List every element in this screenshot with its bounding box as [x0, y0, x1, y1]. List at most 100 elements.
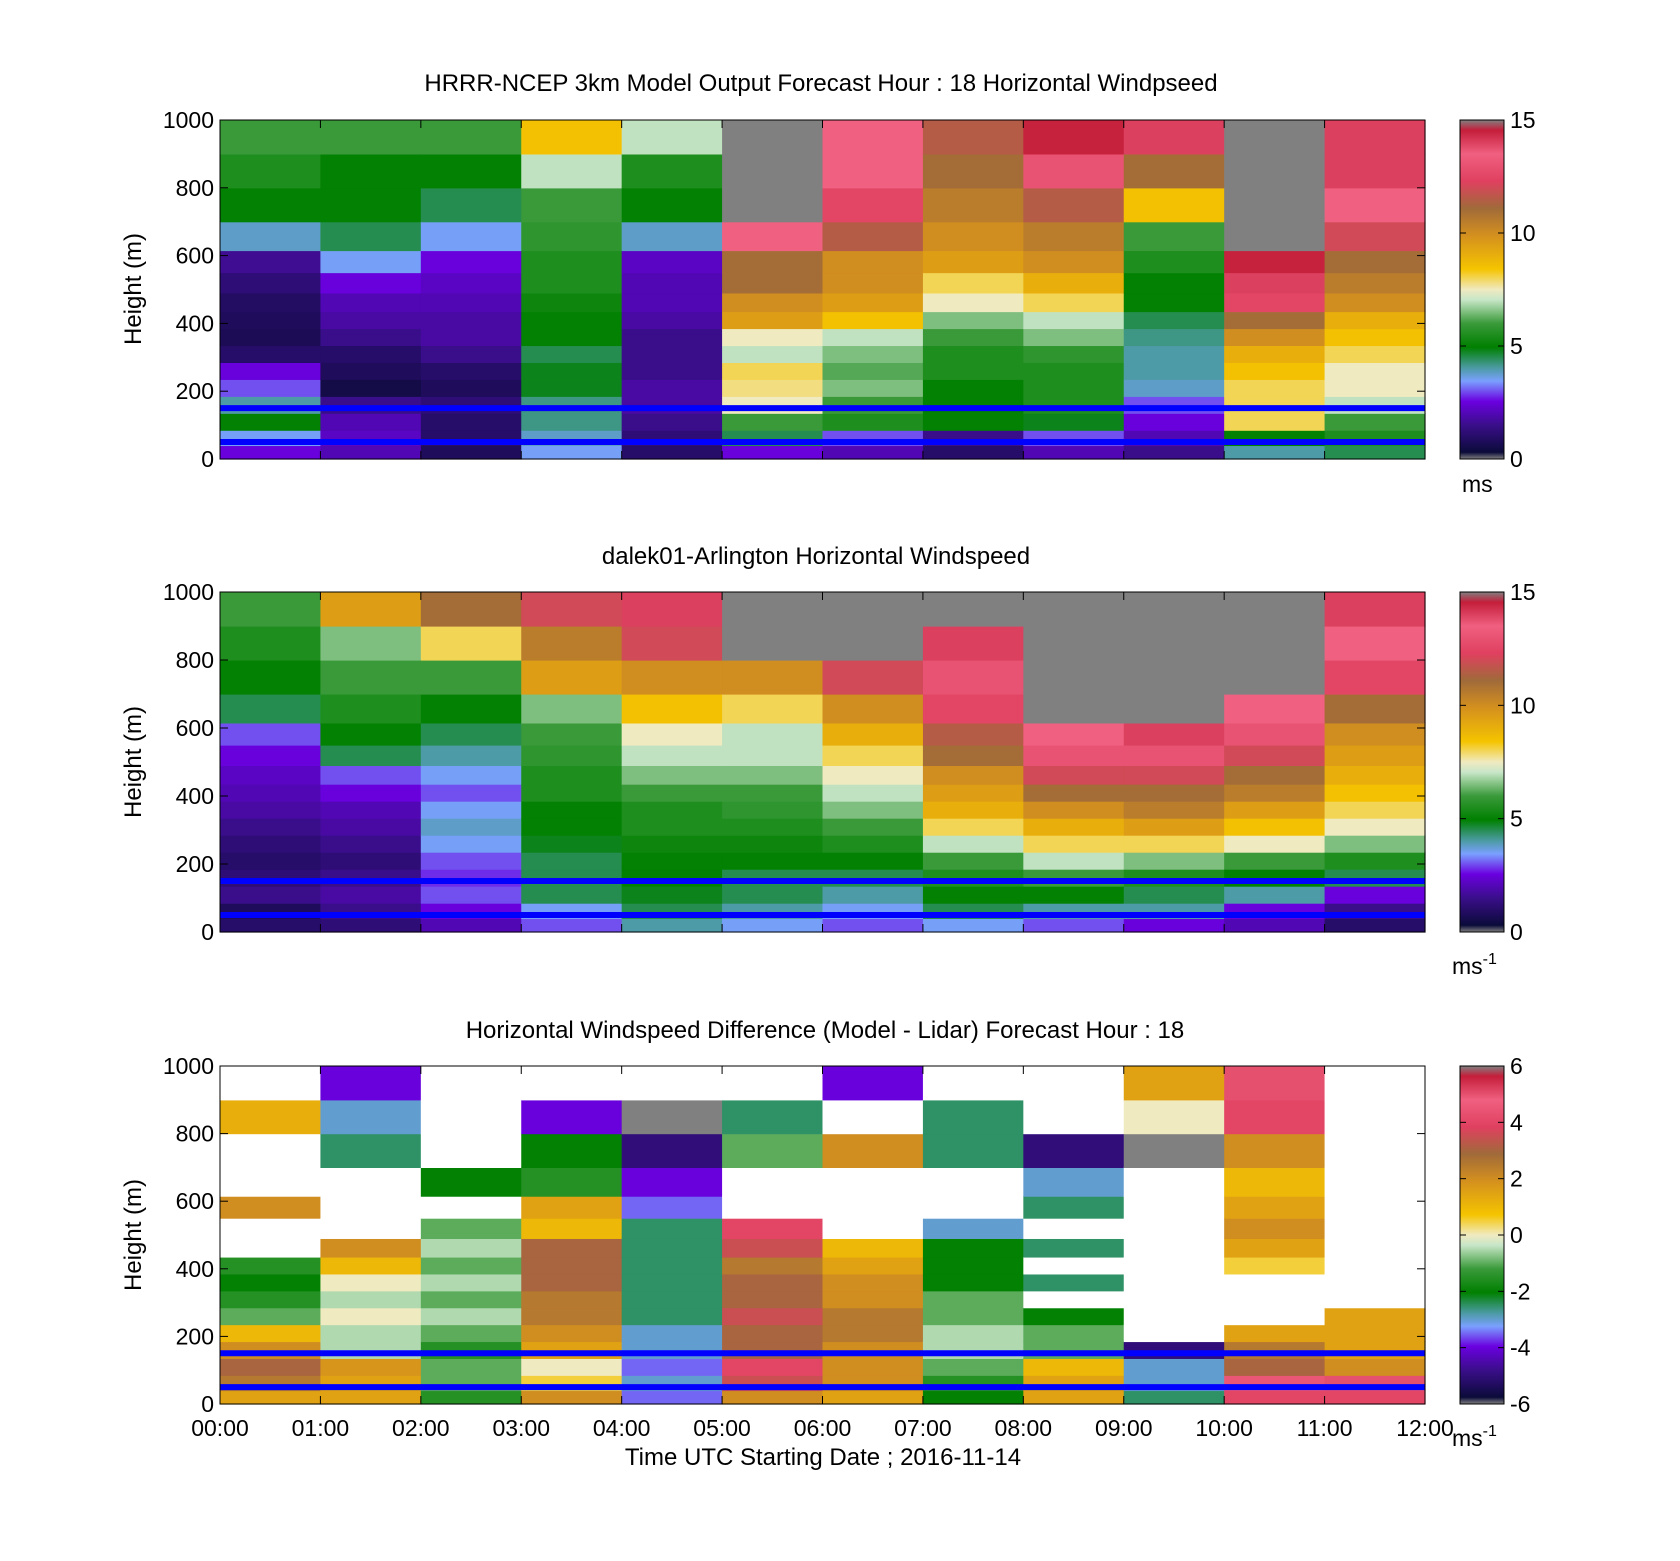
heatmap-cell: [521, 345, 623, 363]
heatmap-cell: [621, 1167, 723, 1197]
heatmap-cell: [320, 818, 422, 836]
heatmap-cell: [1023, 835, 1125, 853]
heatmap-cell: [521, 1218, 623, 1239]
heatmap-cell: [420, 345, 522, 363]
heatmap-cell: [320, 250, 422, 274]
heatmap-cell: [1324, 745, 1426, 766]
heatmap-cell: [1224, 187, 1326, 223]
heatmap-cell: [822, 1341, 924, 1359]
panel-1-unit-base: ms: [1462, 471, 1493, 497]
panel-1-heatmap: [220, 120, 1426, 460]
heatmap-cell: [1224, 396, 1326, 414]
heatmap-cell: [1324, 765, 1426, 785]
colorbar-tick-label: 15: [1510, 579, 1536, 605]
heatmap-cell: [722, 745, 824, 766]
heatmap-cell: [1224, 153, 1326, 189]
heatmap-cell: [1023, 869, 1125, 887]
heatmap-cell: [1224, 1307, 1326, 1326]
heatmap-cell: [621, 120, 723, 155]
heatmap-cell: [1023, 745, 1125, 766]
heatmap-cell: [922, 362, 1024, 380]
heatmap-cell: [420, 626, 522, 661]
heatmap-cell: [1224, 818, 1326, 836]
heatmap-cell: [320, 784, 422, 802]
heatmap-cell: [420, 1133, 522, 1168]
heatmap-cell: [722, 153, 824, 189]
heatmap-cell: [1023, 1167, 1125, 1197]
heatmap-cell: [922, 835, 1024, 853]
heatmap-cell: [1123, 765, 1225, 785]
heatmap-cell: [320, 362, 422, 380]
heatmap-cell: [220, 784, 322, 802]
heatmap-cell: [1123, 413, 1225, 431]
heatmap-cell: [220, 1196, 322, 1219]
heatmap-cell: [420, 852, 522, 870]
heatmap-cell: [1224, 765, 1326, 785]
heatmap-cell: [320, 187, 422, 223]
heatmap-cell: [621, 1358, 723, 1376]
heatmap-cell: [722, 379, 824, 397]
heatmap-cell: [822, 1133, 924, 1168]
heatmap-cell: [521, 221, 623, 252]
heatmap-cell: [1123, 801, 1225, 819]
heatmap-cell: [822, 379, 924, 397]
heatmap-cell: [1224, 362, 1326, 380]
heatmap-cell: [1023, 1256, 1125, 1275]
heatmap-cell: [822, 445, 924, 460]
heatmap-cell: [1324, 1290, 1426, 1309]
heatmap-cell: [1324, 869, 1426, 887]
heatmap-cell: [621, 311, 723, 330]
heatmap-cell: [320, 1390, 422, 1405]
heatmap-cell: [1324, 362, 1426, 380]
heatmap-cell: [1324, 626, 1426, 661]
panel-2-x-ticks: [219, 592, 1426, 932]
heatmap-cell: [1224, 1341, 1326, 1359]
x-tick-label: 01:00: [292, 1415, 350, 1441]
heatmap-cell: [1123, 1099, 1225, 1135]
heatmap-cell: [822, 1358, 924, 1376]
heatmap-cell: [320, 1099, 422, 1135]
heatmap-cell: [621, 1066, 723, 1101]
heatmap-cell: [1123, 1324, 1225, 1343]
heatmap-cell: [621, 1390, 723, 1405]
heatmap-cell: [822, 722, 924, 746]
y-tick-label: 1000: [163, 107, 214, 133]
heatmap-cell: [1023, 120, 1125, 155]
heatmap-cell: [420, 221, 522, 252]
heatmap-cell: [822, 396, 924, 414]
heatmap-cell: [320, 918, 422, 933]
heatmap-cell: [621, 345, 723, 363]
heatmap-cell: [1324, 818, 1426, 836]
heatmap-cell: [320, 1218, 422, 1239]
heatmap-cell: [922, 886, 1024, 904]
heatmap-cell: [1023, 592, 1125, 627]
colorbar-tick-label: -6: [1510, 1391, 1530, 1417]
heatmap-cell: [1023, 818, 1125, 836]
heatmap-cell: [621, 362, 723, 380]
heatmap-cell: [1023, 1238, 1125, 1258]
heatmap-cell: [1324, 1167, 1426, 1197]
heatmap-cell: [1324, 328, 1426, 347]
panel-2-colorbar: 0 5 10 15 ms-1: [1452, 579, 1536, 979]
heatmap-cell: [722, 1133, 824, 1168]
heatmap-cell: [220, 1390, 322, 1405]
heatmap-cell: [922, 396, 1024, 414]
panel-1-y-ticks: 0 200 400 600 800 1000: [163, 107, 1425, 472]
heatmap-cell: [1224, 120, 1326, 155]
heatmap-cell: [1324, 660, 1426, 695]
heatmap-cell: [220, 852, 322, 870]
heatmap-cell: [1123, 120, 1225, 155]
heatmap-cell: [420, 120, 522, 155]
heatmap-cell: [521, 362, 623, 380]
panel-2-unit-exponent: -1: [1483, 951, 1497, 968]
heatmap-cell: [1324, 153, 1426, 189]
panel-1-colorbar-ramp: [1459, 119, 1505, 460]
heatmap-cell: [1123, 784, 1225, 802]
heatmap-cell: [220, 187, 322, 223]
x-tick-label: 00:00: [191, 1415, 249, 1441]
heatmap-cell: [822, 1307, 924, 1326]
x-tick-label: 06:00: [794, 1415, 852, 1441]
heatmap-cell: [621, 765, 723, 785]
panel-3-y-axis-label: Height (m): [120, 1179, 147, 1291]
heatmap-cell: [521, 918, 623, 933]
